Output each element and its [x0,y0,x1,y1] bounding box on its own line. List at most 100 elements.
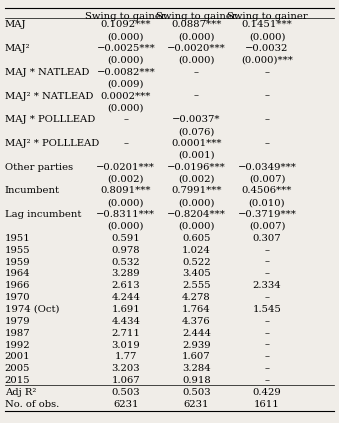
Text: (0.000): (0.000) [178,56,215,65]
Text: 1.764: 1.764 [182,305,211,314]
Text: 3.019: 3.019 [112,341,140,349]
Text: 2.334: 2.334 [253,281,281,290]
Text: 0.918: 0.918 [182,376,211,385]
Text: Swing to gainer: Swing to gainer [85,12,166,21]
Text: −0.0082***: −0.0082*** [96,68,155,77]
Text: –: – [264,352,270,361]
Text: 0.532: 0.532 [112,258,140,266]
Text: –: – [264,92,270,101]
Text: (0.076): (0.076) [178,127,215,136]
Text: (0.002): (0.002) [107,175,144,184]
Text: 1955: 1955 [5,246,31,255]
Text: 2.711: 2.711 [111,329,140,338]
Text: −0.0025***: −0.0025*** [96,44,155,53]
Text: Swing to gainer: Swing to gainer [227,12,307,21]
Text: 0.307: 0.307 [253,234,281,243]
Text: 2015: 2015 [5,376,31,385]
Text: 1.067: 1.067 [112,376,140,385]
Text: (0.001): (0.001) [178,151,215,160]
Text: (0.007): (0.007) [249,222,285,231]
Text: −0.0020***: −0.0020*** [167,44,226,53]
Text: (0.000): (0.000) [178,32,215,41]
Text: –: – [264,246,270,255]
Text: –: – [264,139,270,148]
Text: –: – [123,139,128,148]
Text: (0.000): (0.000) [178,222,215,231]
Text: No. of obs.: No. of obs. [5,400,59,409]
Text: 1959: 1959 [5,258,31,266]
Text: Swing to gainer: Swing to gainer [156,12,237,21]
Text: −0.8204***: −0.8204*** [167,210,226,219]
Text: 6231: 6231 [113,400,139,409]
Text: 1.77: 1.77 [115,352,137,361]
Text: (0.000): (0.000) [107,32,144,41]
Text: 2.939: 2.939 [182,341,211,349]
Text: MAJ² * POLLLEAD: MAJ² * POLLLEAD [5,139,99,148]
Text: 1987: 1987 [5,329,31,338]
Text: Other parties: Other parties [5,163,73,172]
Text: 0.429: 0.429 [253,388,281,397]
Text: −0.0032: −0.0032 [245,44,289,53]
Text: 0.0001***: 0.0001*** [171,139,222,148]
Text: –: – [123,115,128,124]
Text: 2.613: 2.613 [112,281,140,290]
Text: 6231: 6231 [184,400,209,409]
Text: –: – [264,258,270,266]
Text: –: – [194,68,199,77]
Text: 0.7991***: 0.7991*** [171,187,222,195]
Text: 4.434: 4.434 [111,317,140,326]
Text: −0.0196***: −0.0196*** [167,163,226,172]
Text: 0.605: 0.605 [182,234,211,243]
Text: 1951: 1951 [5,234,31,243]
Text: 2.444: 2.444 [182,329,211,338]
Text: 1966: 1966 [5,281,30,290]
Text: (0.000): (0.000) [249,32,285,41]
Text: –: – [264,376,270,385]
Text: MAJ * NATLEAD: MAJ * NATLEAD [5,68,89,77]
Text: 1979: 1979 [5,317,31,326]
Text: 0.978: 0.978 [112,246,140,255]
Text: –: – [264,68,270,77]
Text: −0.0349***: −0.0349*** [238,163,296,172]
Text: (0.010): (0.010) [249,198,285,207]
Text: MAJ²: MAJ² [5,44,31,53]
Text: −0.0037*: −0.0037* [172,115,221,124]
Text: –: – [264,364,270,373]
Text: 1974 (Oct): 1974 (Oct) [5,305,59,314]
Text: 1.607: 1.607 [182,352,211,361]
Text: (0.000): (0.000) [107,198,144,207]
Text: 2005: 2005 [5,364,30,373]
Text: −0.3719***: −0.3719*** [238,210,296,219]
Text: (0.000): (0.000) [107,56,144,65]
Text: Adj R²: Adj R² [5,388,36,397]
Text: 0.0887***: 0.0887*** [171,20,222,30]
Text: 0.8091***: 0.8091*** [101,187,151,195]
Text: –: – [264,341,270,349]
Text: –: – [264,293,270,302]
Text: (0.000): (0.000) [107,104,144,113]
Text: 1964: 1964 [5,269,31,278]
Text: –: – [264,115,270,124]
Text: (0.002): (0.002) [178,175,215,184]
Text: 1992: 1992 [5,341,31,349]
Text: –: – [264,317,270,326]
Text: 1.024: 1.024 [182,246,211,255]
Text: –: – [264,329,270,338]
Text: 0.503: 0.503 [182,388,211,397]
Text: 2.555: 2.555 [182,281,211,290]
Text: 0.1092***: 0.1092*** [101,20,151,30]
Text: Lag incumbent: Lag incumbent [5,210,81,219]
Text: (0.009): (0.009) [107,80,144,89]
Text: 2001: 2001 [5,352,31,361]
Text: 1970: 1970 [5,293,31,302]
Text: 3.405: 3.405 [182,269,211,278]
Text: 1.691: 1.691 [112,305,140,314]
Text: 0.591: 0.591 [112,234,140,243]
Text: (0.007): (0.007) [249,175,285,184]
Text: MAJ² * NATLEAD: MAJ² * NATLEAD [5,92,93,101]
Text: MAJ * POLLLEAD: MAJ * POLLLEAD [5,115,95,124]
Text: 3.289: 3.289 [112,269,140,278]
Text: 4.278: 4.278 [182,293,211,302]
Text: MAJ: MAJ [5,20,26,30]
Text: –: – [264,269,270,278]
